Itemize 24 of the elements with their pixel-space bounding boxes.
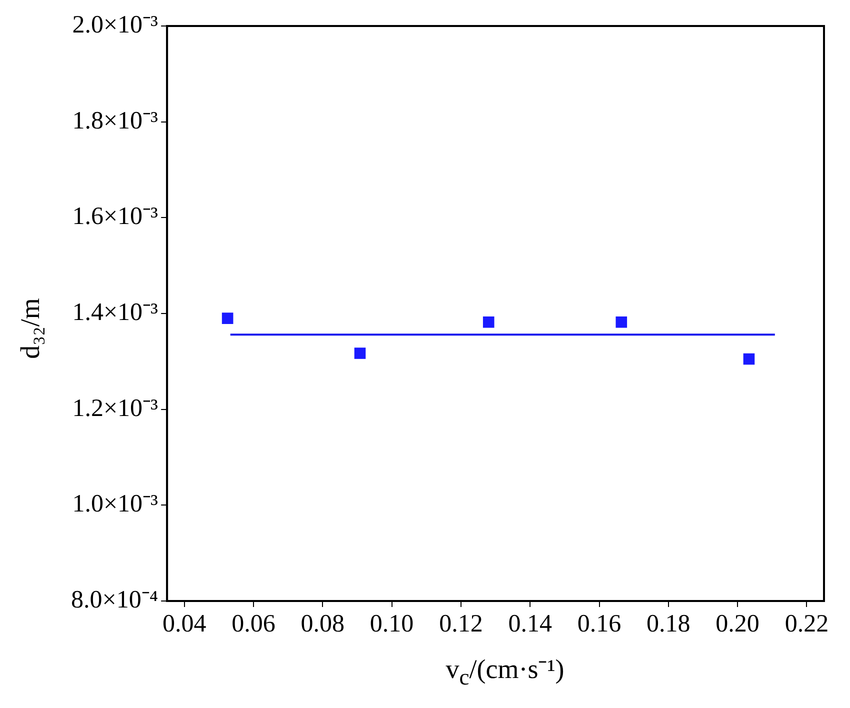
y-tick-label: 2.0×10⁻³: [72, 12, 159, 39]
point: [616, 316, 628, 328]
point: [482, 316, 494, 328]
x-axis-title: v$_{c}$/(cm·s⁻¹): [444, 652, 566, 690]
x-tick-label: 0.16: [577, 610, 622, 638]
y-axis-title: d₃₂/m: [14, 298, 46, 358]
x-tick-label: 0.22: [784, 610, 829, 638]
x-tick-label: 0.08: [300, 610, 345, 638]
x-tick-label: 0.18: [646, 610, 690, 638]
point: [743, 353, 755, 365]
point: [222, 312, 234, 324]
x-tick-label: 0.10: [370, 610, 414, 638]
y-tick-label: 1.2×10⁻³: [72, 394, 159, 422]
y-tick-label: 8.0×10⁻⁴: [70, 586, 158, 614]
x-tick-label: 0.14: [508, 610, 552, 638]
y-tick-label: 1.0×10⁻³: [72, 490, 159, 518]
x-tick-label: 0.20: [716, 610, 760, 638]
point: [354, 348, 366, 359]
y-tick-label: 1.8×10⁻³: [72, 107, 159, 134]
x-tick-label: 0.12: [439, 610, 483, 638]
x-tick-label: 0.04: [162, 610, 207, 638]
x-tick-label: 0.06: [232, 610, 276, 638]
y-tick-label: 1.4×10⁻³: [72, 299, 159, 326]
y-tick-label: 1.6×10⁻³: [72, 203, 159, 230]
